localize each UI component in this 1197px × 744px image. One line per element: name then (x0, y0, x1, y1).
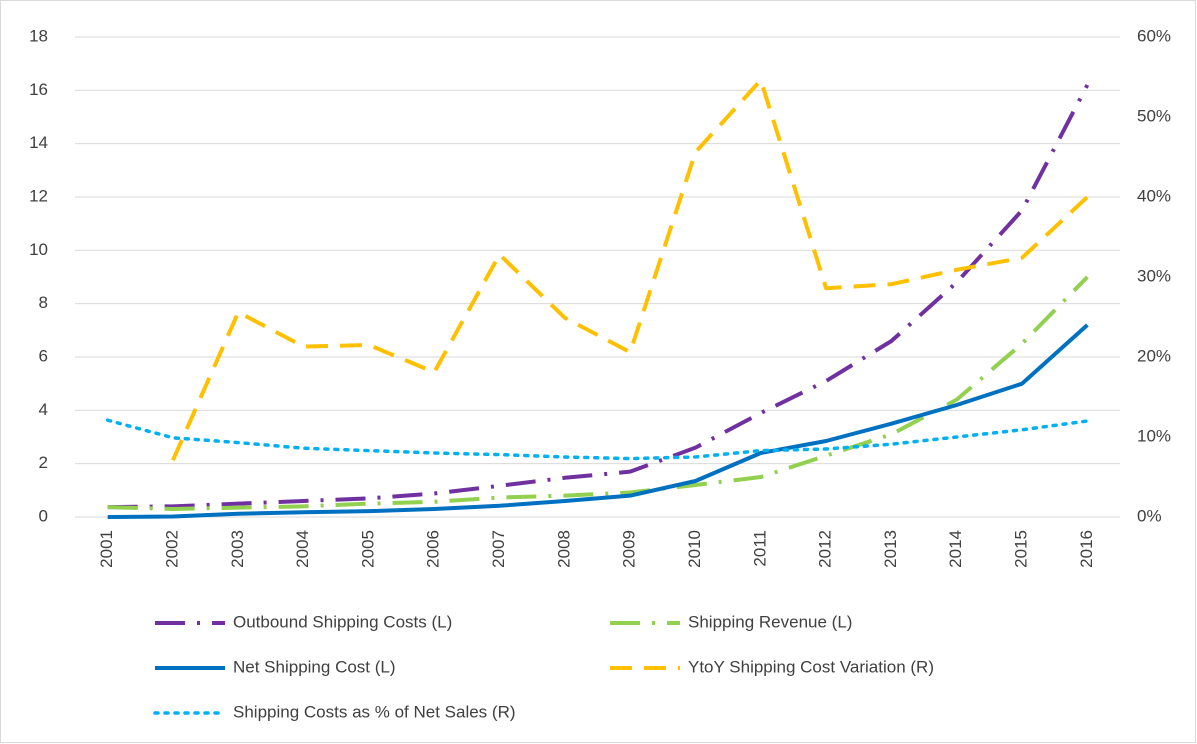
x-tick-label: 2007 (489, 530, 508, 568)
series-line (171, 78, 1089, 462)
y2-tick-label: 60% (1137, 26, 1171, 45)
y-tick-label: 18 (29, 26, 48, 45)
y2-tick-label: 0% (1137, 506, 1162, 525)
x-tick-label: 2008 (554, 530, 573, 568)
x-tick-label: 2009 (620, 530, 639, 568)
x-tick-label: 2010 (685, 530, 704, 568)
y2-tick-label: 10% (1137, 426, 1171, 445)
y-tick-label: 0 (39, 506, 48, 525)
y-tick-label: 12 (29, 186, 48, 205)
y-tick-label: 16 (29, 80, 48, 99)
y-tick-label: 4 (39, 400, 48, 419)
y-tick-label: 6 (39, 346, 48, 365)
x-tick-label: 2011 (750, 530, 769, 567)
y-tick-label: 10 (29, 240, 48, 259)
y2-tick-label: 40% (1137, 186, 1171, 205)
y2-tick-label: 20% (1137, 346, 1171, 365)
x-tick-label: 2015 (1012, 530, 1031, 568)
legend-label: Net Shipping Cost (L) (233, 657, 396, 676)
legend-label: Shipping Costs as % of Net Sales (R) (233, 702, 516, 721)
x-tick-label: 2012 (816, 530, 835, 568)
y2-tick-label: 30% (1137, 266, 1171, 285)
x-tick-label: 2014 (946, 530, 965, 568)
series-line (105, 418, 1090, 461)
y2-tick-label: 50% (1137, 106, 1171, 125)
x-tick-label: 2001 (97, 530, 116, 568)
x-tick-label: 2002 (162, 530, 181, 568)
series-line (107, 323, 1089, 519)
y-tick-label: 14 (29, 133, 48, 152)
y-tick-label: 8 (39, 293, 48, 312)
x-tick-label: 2005 (358, 530, 377, 568)
legend-label: Outbound Shipping Costs (L) (233, 612, 452, 631)
x-tick-label: 2006 (424, 530, 443, 568)
legend-label: Shipping Revenue (L) (688, 612, 852, 631)
series-line (107, 84, 1090, 510)
y-tick-label: 2 (39, 453, 48, 472)
x-tick-label: 2003 (228, 530, 247, 568)
legend-label: YtoY Shipping Cost Variation (R) (688, 657, 934, 676)
x-tick-label: 2016 (1077, 530, 1096, 568)
x-tick-label: 2013 (881, 530, 900, 568)
x-tick-label: 2004 (293, 530, 312, 568)
